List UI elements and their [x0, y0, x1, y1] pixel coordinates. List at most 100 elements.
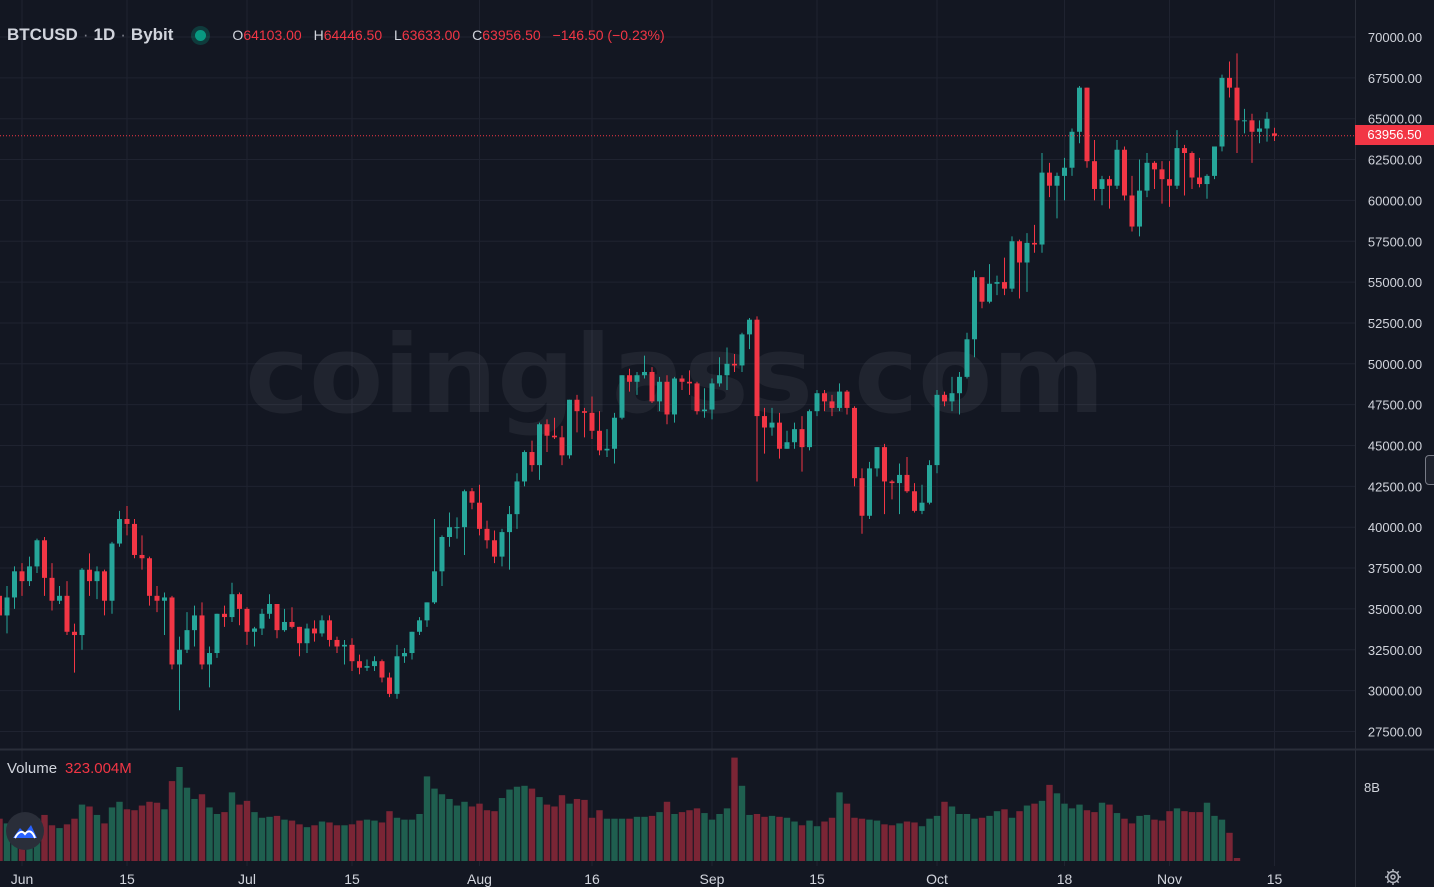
symbol-name[interactable]: BTCUSD: [7, 25, 78, 44]
candle-body[interactable]: [297, 626, 302, 644]
candle-body[interactable]: [829, 401, 835, 408]
candle-body[interactable]: [139, 554, 145, 559]
candle-body[interactable]: [49, 577, 55, 601]
candle-body[interactable]: [387, 677, 392, 694]
candle-body[interactable]: [1092, 161, 1097, 189]
candle-body[interactable]: [972, 277, 977, 340]
candle-body[interactable]: [364, 666, 370, 668]
candle-body[interactable]: [1017, 241, 1022, 263]
candle-body[interactable]: [679, 378, 685, 382]
candle-body[interactable]: [1174, 148, 1180, 186]
candle-body[interactable]: [27, 566, 32, 582]
candle-body[interactable]: [882, 447, 887, 482]
candle-body[interactable]: [72, 631, 77, 636]
candle-body[interactable]: [1197, 177, 1202, 185]
candle-body[interactable]: [1257, 128, 1262, 132]
candle-body[interactable]: [657, 381, 662, 402]
candle-body[interactable]: [1159, 169, 1165, 180]
candle-body[interactable]: [484, 528, 490, 541]
candle-body[interactable]: [522, 452, 527, 482]
candle-body[interactable]: [477, 502, 482, 529]
candle-body[interactable]: [229, 594, 235, 618]
candle-body[interactable]: [222, 613, 227, 618]
candle-body[interactable]: [357, 661, 362, 668]
candle-body[interactable]: [649, 371, 655, 402]
candle-body[interactable]: [537, 424, 542, 466]
candle-body[interactable]: [34, 540, 40, 567]
candle-body[interactable]: [169, 597, 175, 665]
candle-body[interactable]: [1167, 179, 1172, 186]
candle-body[interactable]: [1182, 148, 1187, 154]
candle-body[interactable]: [267, 603, 272, 614]
candle-body[interactable]: [499, 532, 505, 557]
candle-body[interactable]: [454, 527, 460, 529]
candle-body[interactable]: [919, 502, 925, 511]
candle-body[interactable]: [0, 595, 2, 616]
candle-body[interactable]: [199, 615, 205, 665]
candle-body[interactable]: [627, 375, 632, 382]
candle-body[interactable]: [1152, 162, 1157, 170]
candle-body[interactable]: [109, 543, 115, 601]
candle-body[interactable]: [709, 383, 715, 410]
candle-body[interactable]: [769, 422, 775, 428]
candle-body[interactable]: [949, 393, 955, 402]
candle-body[interactable]: [334, 639, 340, 647]
candle-body[interactable]: [79, 569, 85, 636]
candle-body[interactable]: [244, 608, 250, 632]
candle-body[interactable]: [469, 491, 475, 503]
candle-body[interactable]: [934, 394, 940, 466]
candle-body[interactable]: [192, 615, 197, 631]
tradingview-logo-icon[interactable]: [6, 812, 44, 850]
candle-body[interactable]: [634, 375, 640, 382]
candle-body[interactable]: [327, 620, 332, 640]
candle-body[interactable]: [1129, 195, 1135, 227]
candle-body[interactable]: [867, 468, 872, 516]
candle-body[interactable]: [162, 597, 167, 601]
candle-body[interactable]: [814, 393, 820, 412]
candle-body[interactable]: [462, 491, 467, 528]
candle-body[interactable]: [1189, 153, 1195, 178]
candle-body[interactable]: [597, 430, 602, 451]
candle-body[interactable]: [987, 283, 992, 302]
candle-body[interactable]: [1249, 120, 1255, 132]
candle-body[interactable]: [214, 613, 220, 654]
candle-body[interactable]: [1234, 87, 1240, 121]
candle-body[interactable]: [507, 514, 512, 533]
candle-body[interactable]: [852, 407, 857, 479]
candle-body[interactable]: [147, 558, 152, 596]
candle-body[interactable]: [1099, 179, 1105, 189]
candle-body[interactable]: [612, 417, 617, 449]
candle-body[interactable]: [732, 363, 737, 366]
candle-body[interactable]: [409, 631, 415, 654]
candle-body[interactable]: [979, 277, 985, 302]
candle-body[interactable]: [619, 375, 625, 418]
candle-body[interactable]: [582, 411, 587, 413]
candle-body[interactable]: [942, 394, 947, 402]
candle-body[interactable]: [1242, 120, 1247, 122]
candle-body[interactable]: [394, 656, 400, 694]
candle-body[interactable]: [492, 540, 497, 557]
candle-body[interactable]: [439, 537, 445, 572]
candle-body[interactable]: [1062, 167, 1067, 176]
candle-body[interactable]: [1069, 131, 1075, 168]
candle-body[interactable]: [912, 491, 917, 511]
candle-body[interactable]: [672, 378, 677, 415]
candle-body[interactable]: [1212, 146, 1217, 176]
candle-body[interactable]: [762, 416, 767, 428]
candle-body[interactable]: [792, 429, 797, 443]
candle-body[interactable]: [897, 474, 902, 484]
candle-body[interactable]: [859, 478, 865, 516]
candle-body[interactable]: [447, 527, 452, 538]
candle-body[interactable]: [1144, 162, 1150, 191]
candle-body[interactable]: [529, 452, 535, 466]
candle-body[interactable]: [319, 620, 325, 634]
candle-body[interactable]: [372, 661, 377, 667]
candle-body[interactable]: [552, 435, 557, 438]
candle-body[interactable]: [177, 649, 182, 665]
candle-body[interactable]: [964, 339, 970, 377]
candle-body[interactable]: [559, 437, 565, 456]
candle-body[interactable]: [1047, 172, 1052, 186]
candle-body[interactable]: [687, 381, 692, 384]
candle-body[interactable]: [1039, 172, 1045, 245]
